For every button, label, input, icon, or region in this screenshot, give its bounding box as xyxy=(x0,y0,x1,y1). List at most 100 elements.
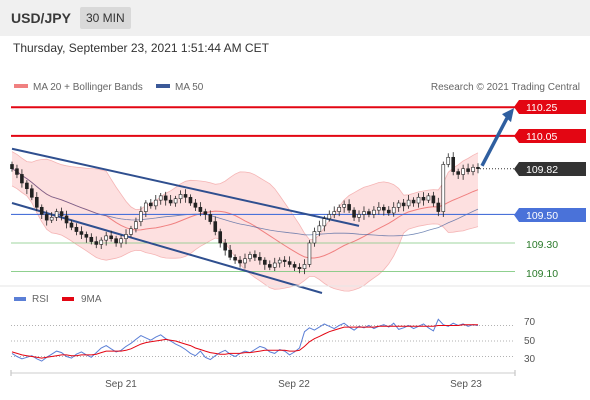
candle xyxy=(173,195,178,207)
candle xyxy=(233,254,237,264)
candle-body xyxy=(287,261,292,265)
candle xyxy=(94,236,99,249)
candle xyxy=(243,253,247,269)
resistance-1-label: 110.25 xyxy=(526,102,557,114)
candle-body xyxy=(25,182,29,190)
candle-body xyxy=(10,164,14,170)
candle-body xyxy=(44,214,49,221)
candle xyxy=(139,206,143,227)
candle xyxy=(406,195,411,209)
timeframe-badge[interactable]: 30 MIN xyxy=(80,7,131,29)
rsi-legend-swatch xyxy=(14,297,26,301)
price-panel xyxy=(10,106,515,294)
candle xyxy=(193,199,198,211)
candle-body xyxy=(109,235,113,240)
candle xyxy=(183,189,188,203)
candle xyxy=(129,225,133,238)
candle-body xyxy=(282,259,287,262)
candle-body xyxy=(15,168,19,175)
candle xyxy=(248,251,252,262)
candle-body xyxy=(352,209,356,218)
candle-body xyxy=(173,198,178,204)
candle-body xyxy=(436,202,441,212)
candle-body xyxy=(64,215,69,224)
candle xyxy=(198,202,203,217)
candle xyxy=(396,200,401,212)
support-tag xyxy=(514,208,586,222)
candle-body xyxy=(104,235,108,241)
candle-body xyxy=(139,211,143,222)
candle xyxy=(386,206,391,216)
last-price-tag xyxy=(514,162,586,176)
support-label: 109.50 xyxy=(526,210,558,222)
candle xyxy=(49,212,54,223)
last-price-label: 109.82 xyxy=(526,164,558,176)
candle-body xyxy=(168,199,173,204)
candle xyxy=(357,210,361,222)
candle-body xyxy=(391,206,396,214)
candle-body xyxy=(258,256,262,261)
candle-body xyxy=(322,218,327,227)
candle-body xyxy=(203,211,208,215)
candle xyxy=(119,234,123,248)
candle-body xyxy=(178,194,183,200)
x-tick-sep-22: Sep 22 xyxy=(278,379,310,390)
candle-body xyxy=(461,168,465,175)
target-2-label: 109.10 xyxy=(526,268,558,280)
candle-body xyxy=(263,259,267,265)
candle xyxy=(89,233,94,245)
candle-body xyxy=(451,156,456,172)
candle xyxy=(213,216,218,236)
candle xyxy=(441,161,446,217)
candle-body xyxy=(386,209,391,214)
candle-body xyxy=(332,211,337,215)
level-labels: 110.25 110.05 109.82 109.50 109.30 109.1… xyxy=(514,100,586,280)
candle xyxy=(426,193,431,203)
ma20-legend-label: MA 20 + Bollinger Bands xyxy=(33,82,143,93)
candle-body xyxy=(248,254,252,260)
candle-body xyxy=(456,171,460,175)
rsi-ma-line xyxy=(11,324,478,359)
candle xyxy=(416,193,421,208)
candle-body xyxy=(94,241,99,245)
candle xyxy=(79,226,84,239)
candle xyxy=(54,208,59,221)
candle xyxy=(461,164,465,180)
candle-body xyxy=(292,264,297,268)
candle-body xyxy=(223,242,227,251)
resistance-1-tag xyxy=(514,100,586,114)
candle-body xyxy=(228,249,232,258)
candle xyxy=(302,259,307,275)
candle xyxy=(34,192,39,211)
candle-body xyxy=(49,216,54,221)
candle-body xyxy=(267,264,272,268)
candle-body xyxy=(39,206,44,215)
candle xyxy=(203,208,208,220)
candle xyxy=(15,164,19,179)
candle-body xyxy=(158,195,163,201)
header-bar: USD/JPY 30 MIN xyxy=(0,0,590,36)
candle xyxy=(456,168,460,179)
candle xyxy=(238,256,242,268)
candle-body xyxy=(312,231,317,244)
candle xyxy=(431,191,436,207)
candle-body xyxy=(357,214,361,218)
resistance-2-label: 110.05 xyxy=(526,131,557,143)
candle xyxy=(263,257,267,270)
candle-body xyxy=(377,206,381,211)
candle xyxy=(352,207,356,221)
candle-body xyxy=(163,195,168,201)
x-tick-sep-21: Sep 21 xyxy=(105,379,137,390)
candle-body xyxy=(446,156,451,165)
candle xyxy=(446,153,451,168)
candle xyxy=(332,206,337,219)
candle-body xyxy=(362,211,366,215)
candle xyxy=(44,210,49,226)
ma20-legend-swatch xyxy=(14,84,28,88)
candle xyxy=(253,250,257,261)
candle-body xyxy=(218,231,223,244)
candle xyxy=(153,195,158,210)
candle-body xyxy=(124,234,128,240)
candle xyxy=(292,261,297,271)
